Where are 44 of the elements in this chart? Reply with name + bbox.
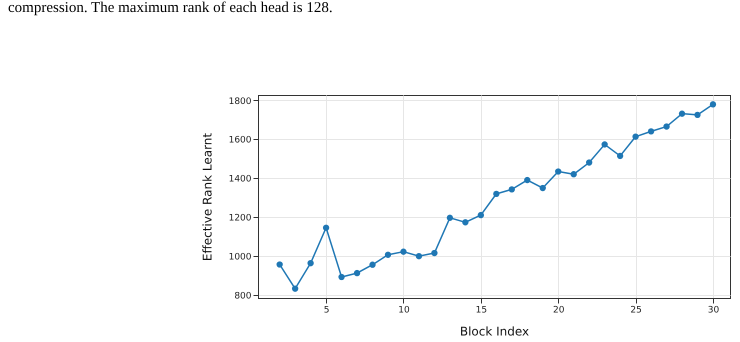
x-tick-label: 20 xyxy=(552,306,565,316)
point xyxy=(586,159,592,166)
y-tick-label: 1800 xyxy=(228,96,252,107)
y-tick-label: 1600 xyxy=(228,136,252,146)
point xyxy=(276,261,283,268)
point xyxy=(555,168,562,175)
x-tick-label: 30 xyxy=(708,306,720,316)
point xyxy=(493,190,500,198)
y-tick-label: 1000 xyxy=(228,252,252,262)
point xyxy=(710,101,716,108)
point xyxy=(431,250,438,256)
point xyxy=(508,186,515,193)
point xyxy=(292,286,298,292)
y-tick-label: 800 xyxy=(234,291,252,302)
x-tick-label: 25 xyxy=(630,306,642,316)
x-tick-label: 10 xyxy=(398,306,410,316)
point xyxy=(338,274,345,280)
x-tick-label: 15 xyxy=(476,306,488,316)
point xyxy=(400,248,407,255)
point xyxy=(663,123,670,130)
point xyxy=(307,260,314,266)
point xyxy=(446,214,454,221)
x-axis-title: Block Index xyxy=(460,324,530,338)
point xyxy=(694,112,701,118)
point xyxy=(570,171,577,178)
point xyxy=(678,110,686,117)
point xyxy=(322,224,330,231)
x-tick-label: 5 xyxy=(324,306,330,316)
y-tick-label: 1400 xyxy=(228,174,252,185)
point xyxy=(354,270,360,276)
point xyxy=(540,184,546,192)
point xyxy=(384,252,392,258)
point xyxy=(524,176,530,184)
text: compression. The maximum rank of each head is 128. xyxy=(8,0,333,17)
point xyxy=(648,128,654,135)
point xyxy=(632,133,639,140)
y-tick-label: 1200 xyxy=(228,214,252,224)
point xyxy=(416,253,422,260)
point xyxy=(616,152,624,160)
point xyxy=(369,262,376,268)
point xyxy=(601,141,608,148)
point xyxy=(462,219,469,226)
point xyxy=(478,212,484,218)
y-axis-title: Effective Rank Learnt xyxy=(200,132,215,262)
